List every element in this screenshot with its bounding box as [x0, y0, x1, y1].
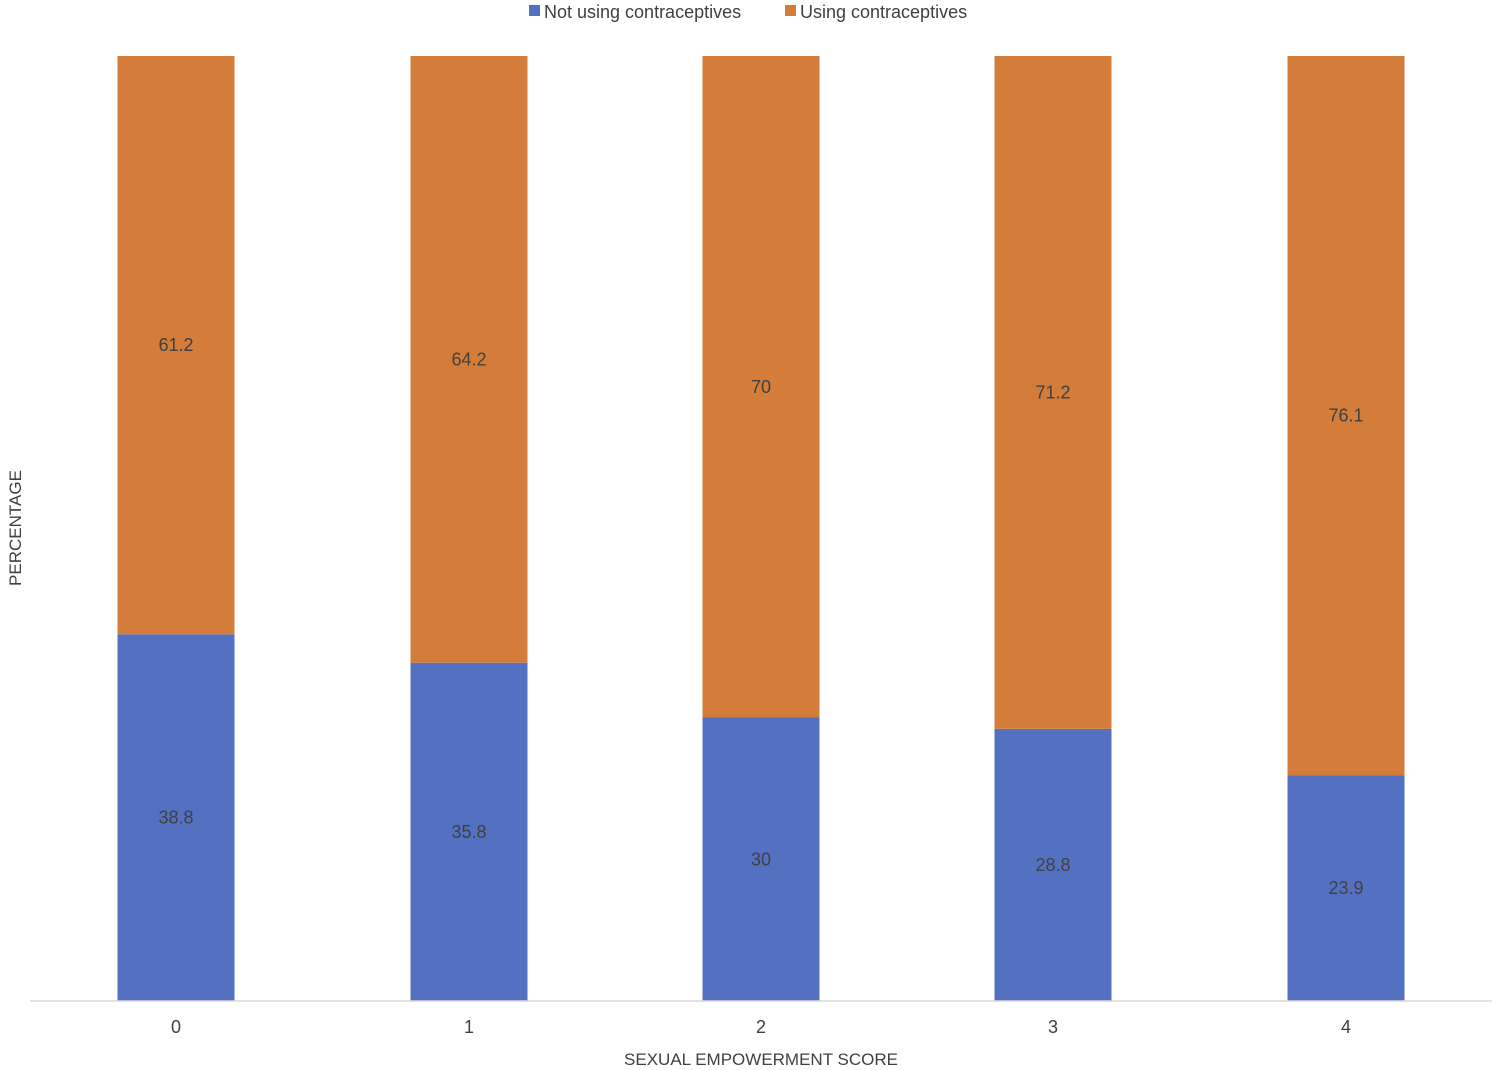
data-label-using-2: 70 — [751, 377, 771, 397]
data-label-using-3: 71.2 — [1035, 382, 1070, 402]
data-label-not-using-4: 23.9 — [1328, 878, 1363, 898]
data-label-not-using-1: 35.8 — [451, 822, 486, 842]
data-label-not-using-3: 28.8 — [1035, 855, 1070, 875]
legend-label-using: Using contraceptives — [800, 2, 967, 22]
data-label-not-using-2: 30 — [751, 849, 771, 869]
data-label-not-using-0: 38.8 — [158, 808, 193, 828]
bar-segment-using-0 — [117, 56, 235, 635]
x-tick-label-2: 2 — [756, 1017, 766, 1037]
bar-segment-using-2 — [702, 56, 820, 718]
x-tick-label-1: 1 — [464, 1017, 474, 1037]
legend-swatch-not-using — [529, 5, 540, 16]
bar-segment-not-using-1 — [410, 662, 528, 1001]
bar-segment-not-using-0 — [117, 634, 235, 1001]
data-label-using-4: 76.1 — [1328, 406, 1363, 426]
y-axis-title: PERCENTAGE — [6, 470, 25, 586]
bar-segment-not-using-4 — [1287, 775, 1405, 1001]
bar-segment-using-3 — [994, 56, 1112, 729]
data-label-using-0: 61.2 — [158, 335, 193, 355]
legend-swatch-using — [785, 5, 796, 16]
bar-segment-not-using-2 — [702, 717, 820, 1001]
legend: Not using contraceptives Using contracept… — [529, 2, 967, 22]
bar-segment-not-using-3 — [994, 728, 1112, 1001]
x-tick-label-0: 0 — [171, 1017, 181, 1037]
bar-segment-using-4 — [1287, 56, 1405, 776]
x-axis-title: SEXUAL EMPOWERMENT SCORE — [624, 1050, 898, 1069]
x-tick-label-3: 3 — [1048, 1017, 1058, 1037]
x-tick-label-4: 4 — [1341, 1017, 1351, 1037]
x-tick-labels: 0 1 2 3 4 — [171, 1017, 1351, 1037]
bars-layer — [117, 56, 1405, 1001]
data-label-using-1: 64.2 — [451, 349, 486, 369]
data-labels-layer: 38.8 61.2 35.8 64.2 30 70 28.8 71.2 23.9 76.1 — [158, 335, 1363, 898]
legend-label-not-using: Not using contraceptives — [544, 2, 741, 22]
bar-segment-using-1 — [410, 56, 528, 663]
